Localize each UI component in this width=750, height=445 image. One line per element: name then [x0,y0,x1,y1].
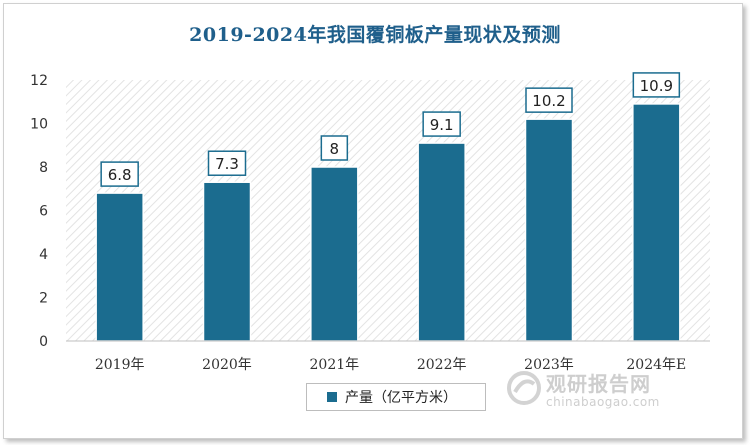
data-label: 9.1 [430,116,454,134]
data-label: 7.3 [215,155,239,173]
legend-swatch [327,392,337,402]
x-tick-label: 2024年E [626,357,686,373]
y-tick-label: 8 [39,160,48,176]
data-label: 6.8 [108,166,132,184]
legend: 产量（亿平方米） [306,383,486,411]
watermark-text: 观研报告网 [546,372,651,396]
bar [95,192,144,342]
data-label-box [100,161,139,187]
x-axis: 2019年 2020年 2021年 2022年 2023年 2024年E [95,357,686,373]
y-tick-label: 2 [39,291,48,307]
data-label-box [207,150,247,176]
data-label: 8 [330,140,340,158]
data-label: 10.2 [532,92,565,110]
data-label-box [422,111,461,137]
y-tick-label: 6 [39,204,48,220]
data-label: 10.9 [640,77,673,95]
bar [310,166,359,342]
y-tick-label: 0 [39,334,48,350]
x-tick-label: 2019年 [95,357,145,373]
y-tick-label: 10 [30,117,48,133]
bar [417,142,466,342]
plot-area [66,80,710,341]
data-label-box [632,72,681,98]
watermark-url: chinabaogao.com [546,395,660,409]
y-tick-label: 12 [30,73,48,89]
x-tick-label: 2022年 [417,357,467,373]
watermark: 观研报告网 chinabaogao.com [506,368,706,416]
bar [524,118,574,342]
y-tick-label: 4 [39,247,48,263]
bar [632,103,681,342]
x-tick-label: 2021年 [310,357,360,373]
data-label-box [525,87,573,113]
chart-title: 2019-2024年我国覆铜板产量现状及预测 [189,24,561,46]
y-axis: 0 2 4 6 8 10 12 [30,73,48,350]
legend-label: 产量（亿平方米） [345,390,457,406]
watermark-logo-icon [507,371,541,405]
x-tick-label: 2023年 [524,357,574,373]
bar [202,181,252,342]
x-tick-label: 2020年 [202,357,252,373]
data-label-box [320,135,349,161]
